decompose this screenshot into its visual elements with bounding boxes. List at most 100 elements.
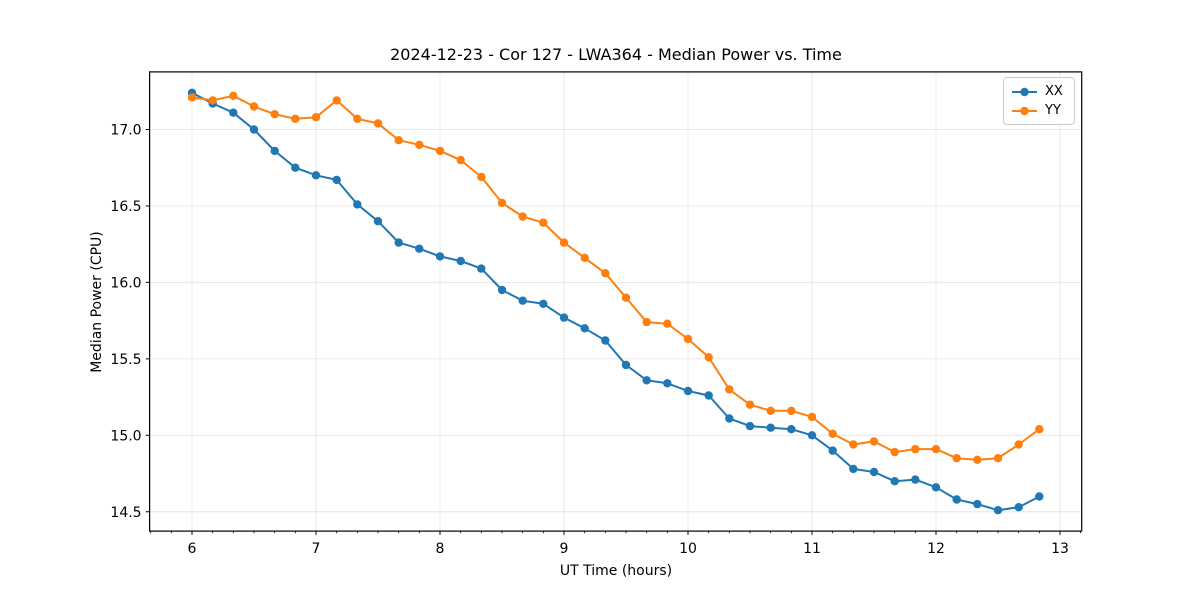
y-tick-label: 16.5: [110, 199, 141, 215]
y-tick-label: 17.0: [110, 122, 141, 138]
series-xx-marker: [353, 200, 362, 209]
series-xx-marker: [787, 425, 796, 434]
series-xx-marker: [518, 296, 527, 305]
series-yy-marker: [497, 198, 507, 208]
series-xx-marker: [539, 299, 548, 308]
legend-line-marker-icon-xx: [1012, 87, 1037, 96]
series-yy-marker: [787, 406, 796, 415]
series-yy-marker: [890, 447, 899, 457]
series-xx-marker: [890, 477, 899, 486]
series-xx-marker: [477, 264, 486, 273]
series-xx-marker: [456, 256, 465, 266]
legend-label-xx: XX: [1045, 84, 1063, 99]
series-yy-marker: [952, 454, 961, 463]
series-xx-marker: [229, 108, 238, 117]
series-yy-marker: [993, 454, 1003, 463]
x-tick-label: 9: [560, 541, 569, 557]
series-xx-marker: [435, 252, 445, 261]
series-xx-marker: [869, 467, 879, 477]
y-axis-label: Median Power (CPU): [89, 231, 105, 373]
series-yy-marker: [332, 96, 341, 105]
series-yy-marker: [559, 238, 569, 247]
legend-item-xx: XX: [1011, 82, 1066, 101]
series-xx-marker: [745, 421, 755, 431]
series-yy-marker: [683, 334, 693, 344]
series-xx-marker: [270, 146, 279, 156]
x-tick-label: 13: [1051, 541, 1069, 557]
series-xx-marker: [249, 125, 259, 134]
series-yy-marker: [766, 406, 775, 415]
series-yy-marker: [477, 172, 486, 182]
series-yy-marker: [270, 110, 279, 119]
series-yy-marker: [931, 444, 941, 454]
chart-title: 2024-12-23 - Cor 127 - LWA364 - Median P…: [390, 45, 842, 64]
series-xx-marker: [642, 376, 651, 385]
series-yy-marker: [456, 155, 465, 165]
series-xx-marker: [828, 446, 837, 455]
series-xx-marker: [559, 313, 569, 322]
series-xx-marker: [952, 495, 961, 504]
legend: XX YY: [1003, 77, 1075, 125]
series-yy-marker: [725, 385, 734, 394]
series-yy-marker: [580, 253, 589, 263]
legend-label-yy: YY: [1045, 103, 1061, 118]
series-xx-marker: [621, 360, 631, 370]
series-yy-marker: [415, 140, 424, 149]
series-xx-marker: [580, 324, 589, 333]
series-xx-marker: [683, 386, 693, 396]
series-yy-marker: [642, 317, 651, 327]
series-yy-marker: [828, 429, 837, 438]
series-yy-marker: [973, 455, 982, 464]
y-tick-label: 15.5: [110, 352, 141, 368]
x-tick-label: 10: [679, 541, 697, 557]
series-yy-marker: [807, 412, 817, 422]
series-yy-marker: [539, 218, 548, 227]
series-yy-marker: [394, 136, 403, 145]
series-yy-marker: [435, 146, 445, 156]
series-yy-marker: [311, 113, 321, 122]
series-xx-marker: [311, 171, 321, 180]
series-xx-marker: [911, 475, 920, 484]
series-xx-marker: [725, 414, 734, 423]
series-xx-marker: [415, 244, 424, 253]
series-xx-marker: [291, 163, 300, 172]
series-yy-marker: [911, 444, 920, 454]
series-xx-marker: [663, 379, 672, 388]
legend-line-marker-icon-yy: [1012, 106, 1037, 115]
series-xx-marker: [766, 423, 775, 432]
series-yy-marker: [353, 114, 362, 124]
series-yy-marker: [663, 319, 672, 328]
series-xx-marker: [931, 483, 941, 492]
x-axis-label: UT Time (hours): [559, 563, 673, 579]
series-xx-marker: [1014, 503, 1023, 512]
series-yy-marker: [208, 96, 217, 105]
series-yy-marker: [849, 440, 858, 449]
series-xx-marker: [807, 431, 817, 440]
series-yy-marker: [704, 353, 713, 362]
series-yy-marker: [249, 102, 259, 111]
series-yy-marker: [291, 114, 300, 124]
series-yy-marker: [187, 93, 197, 102]
x-tick-label: 12: [927, 541, 945, 557]
x-tick-label: 8: [436, 541, 445, 557]
series-xx-marker: [332, 175, 341, 185]
series-yy-marker: [518, 212, 527, 221]
x-tick-label: 6: [188, 541, 197, 557]
series-xx-marker: [704, 391, 713, 400]
y-tick-label: 14.5: [110, 505, 141, 521]
series-xx-marker: [601, 336, 610, 345]
series-yy-marker: [229, 91, 238, 101]
y-tick-label: 16.0: [110, 275, 141, 291]
series-yy-marker: [1035, 425, 1044, 434]
series-yy-marker: [745, 400, 755, 409]
y-tick-label: 15.0: [110, 428, 141, 444]
series-xx-marker: [993, 506, 1003, 515]
series-yy-marker: [601, 269, 610, 278]
series-yy-marker: [1014, 440, 1023, 449]
series-yy-marker: [373, 119, 383, 128]
axes-background: [149, 71, 1082, 532]
series-yy-marker: [869, 437, 879, 446]
x-tick-label: 11: [803, 541, 821, 557]
x-tick-label: 7: [312, 541, 321, 557]
